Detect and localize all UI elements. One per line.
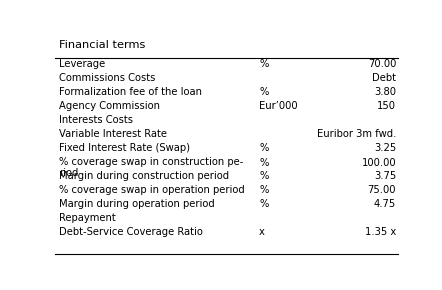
Text: 3.75: 3.75 bbox=[374, 171, 396, 182]
Text: Interests Costs: Interests Costs bbox=[59, 115, 133, 125]
Text: %: % bbox=[259, 59, 268, 69]
Text: %: % bbox=[259, 200, 268, 209]
Text: %: % bbox=[259, 157, 268, 168]
Text: % coverage swap in operation period: % coverage swap in operation period bbox=[59, 185, 245, 195]
Text: % coverage swap in construction pe-: % coverage swap in construction pe- bbox=[59, 157, 244, 167]
Text: 70.00: 70.00 bbox=[368, 59, 396, 69]
Text: Leverage: Leverage bbox=[59, 59, 106, 69]
Text: Euribor 3m fwd.: Euribor 3m fwd. bbox=[317, 129, 396, 139]
Text: Financial terms: Financial terms bbox=[59, 40, 146, 50]
Text: 4.75: 4.75 bbox=[374, 200, 396, 209]
Text: 100.00: 100.00 bbox=[362, 157, 396, 168]
Text: 3.80: 3.80 bbox=[374, 87, 396, 97]
Text: %: % bbox=[259, 143, 268, 153]
Text: 1.35 x: 1.35 x bbox=[365, 227, 396, 237]
Text: Debt-Service Coverage Ratio: Debt-Service Coverage Ratio bbox=[59, 227, 203, 237]
Text: Fixed Interest Rate (Swap): Fixed Interest Rate (Swap) bbox=[59, 143, 191, 153]
Text: 75.00: 75.00 bbox=[368, 185, 396, 195]
Text: Variable Interest Rate: Variable Interest Rate bbox=[59, 129, 168, 139]
Text: Debt: Debt bbox=[372, 73, 396, 83]
Text: x: x bbox=[259, 227, 265, 237]
Text: Commissions Costs: Commissions Costs bbox=[59, 73, 156, 83]
Text: %: % bbox=[259, 185, 268, 195]
Text: Margin during operation period: Margin during operation period bbox=[59, 200, 215, 209]
Text: 3.25: 3.25 bbox=[374, 143, 396, 153]
Text: %: % bbox=[259, 87, 268, 97]
Text: Formalization fee of the loan: Formalization fee of the loan bbox=[59, 87, 202, 97]
Text: Eur’000: Eur’000 bbox=[259, 101, 298, 111]
Text: riod: riod bbox=[59, 168, 79, 178]
Text: Margin during construction period: Margin during construction period bbox=[59, 171, 229, 182]
Text: Agency Commission: Agency Commission bbox=[59, 101, 160, 111]
Text: %: % bbox=[259, 171, 268, 182]
Text: 150: 150 bbox=[377, 101, 396, 111]
Text: Repayment: Repayment bbox=[59, 213, 116, 223]
